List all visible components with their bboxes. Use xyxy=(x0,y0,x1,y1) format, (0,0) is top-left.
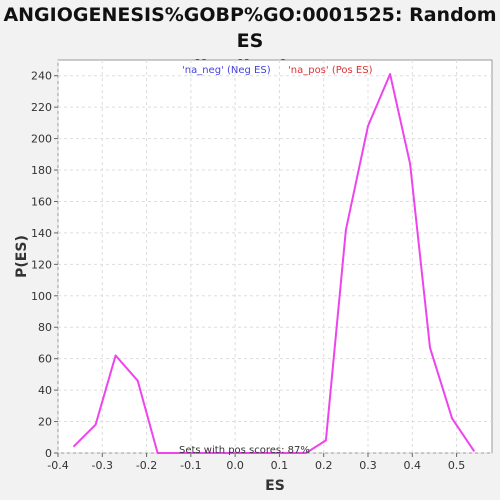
y-tick-label: 140 xyxy=(31,227,52,240)
y-tick-label: 200 xyxy=(31,133,52,146)
x-tick-label: 0.1 xyxy=(271,459,289,472)
y-tick-label: 240 xyxy=(31,70,52,83)
series-layer xyxy=(72,73,476,454)
y-tick-label: 0 xyxy=(45,447,52,460)
x-axis-label: ES xyxy=(265,478,285,494)
series-line xyxy=(72,73,476,454)
legend-entry: 'na_neg' (Neg ES) xyxy=(182,65,271,76)
y-tick-label: 220 xyxy=(31,101,52,114)
x-tick-label: -0.3 xyxy=(92,459,113,472)
x-axis-ticks: -0.4 -0.3 -0.2 -0.1 0.0 0.1 0.2 0.3 0.4 0.5 xyxy=(47,453,465,472)
y-tick-label: 60 xyxy=(38,353,52,366)
y-tick-label: 100 xyxy=(31,290,52,303)
y-axis-ticks: 0 20 40 60 80 100 120 140 160 180 200 220 240 xyxy=(31,70,58,460)
x-tick-label: 0.3 xyxy=(359,459,377,472)
y-tick-label: 120 xyxy=(31,258,52,271)
legend-entry: 'na_pos' (Pos ES) xyxy=(288,65,373,76)
y-tick-label: 20 xyxy=(38,416,52,429)
x-tick-label: 0.5 xyxy=(448,459,466,472)
x-tick-label: -0.1 xyxy=(180,459,201,472)
y-tick-label: 40 xyxy=(38,384,52,397)
annotation-text: Sets with pos scores: 87% xyxy=(179,445,310,456)
y-tick-label: 80 xyxy=(38,321,52,334)
x-tick-label: 0.4 xyxy=(404,459,422,472)
plot-area xyxy=(57,59,493,454)
x-tick-label: 0.2 xyxy=(315,459,333,472)
y-axis-label: P(ES) xyxy=(14,235,30,278)
grid-lines xyxy=(57,60,492,454)
chart-title-line-1: ANGIOGENESIS%GOBP%GO:0001525: Random ES xyxy=(3,4,497,52)
x-tick-label: 0.0 xyxy=(226,459,244,472)
x-tick-label: -0.4 xyxy=(47,459,68,472)
legend: 'na_neg' (Neg ES) 'na_pos' (Pos ES) xyxy=(182,65,373,76)
y-tick-label: 180 xyxy=(31,164,52,177)
x-tick-label: -0.2 xyxy=(136,459,157,472)
y-tick-label: 160 xyxy=(31,195,52,208)
